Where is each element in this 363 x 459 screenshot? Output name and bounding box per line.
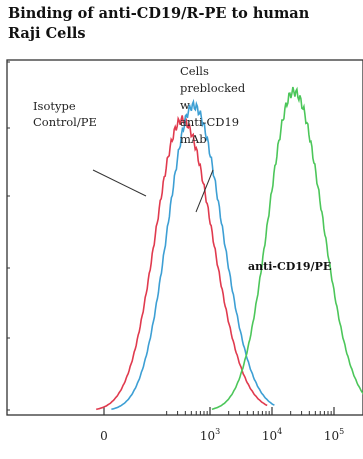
annotation-text: preblocked — [180, 81, 246, 95]
annotation-text: Control/PE — [33, 115, 97, 129]
x-tick-exponent: 3 — [215, 427, 220, 436]
histogram-series — [96, 86, 363, 411]
x-tick-exponent: 4 — [277, 427, 282, 436]
chart-title: Binding of anti-CD19/R-PE to human Raji C… — [8, 5, 310, 42]
x-tick-label: 0 — [100, 429, 108, 443]
left-axis-ticks — [7, 61, 10, 411]
x-tick-label: 103 — [200, 427, 220, 443]
x-tick-base: 10 — [200, 429, 215, 443]
annotation-text: mAb — [180, 132, 207, 146]
histogram-line — [96, 115, 268, 411]
plot-frame — [6, 59, 363, 416]
annotation-text: w — [180, 98, 190, 112]
x-tick-label: 104 — [262, 427, 282, 443]
x-tick-exponent: 5 — [339, 427, 344, 436]
chart-title-line: Binding of anti-CD19/R-PE to human — [8, 5, 310, 22]
x-tick-label: 105 — [324, 427, 344, 443]
annotation-text: Cells — [180, 64, 209, 78]
annotation-text: anti-CD19 — [180, 115, 239, 129]
x-tick-base: 0 — [100, 429, 108, 443]
annotation-text: anti-CD19/PE — [248, 260, 331, 273]
preblocked-leader-line — [195, 169, 214, 213]
x-tick-base: 10 — [324, 429, 339, 443]
chart-title-line: Raji Cells — [8, 25, 86, 42]
histogram-line — [111, 98, 275, 411]
histogram-line — [211, 86, 363, 410]
annotation-text: Isotype — [33, 99, 76, 113]
bottom-axis-ticks: 0 103 104 105 — [100, 407, 344, 443]
isotype-leader-line — [92, 169, 147, 197]
x-tick-base: 10 — [262, 429, 277, 443]
annotations: Isotype Control/PE Cells preblocked w anti-CD… — [33, 64, 331, 273]
